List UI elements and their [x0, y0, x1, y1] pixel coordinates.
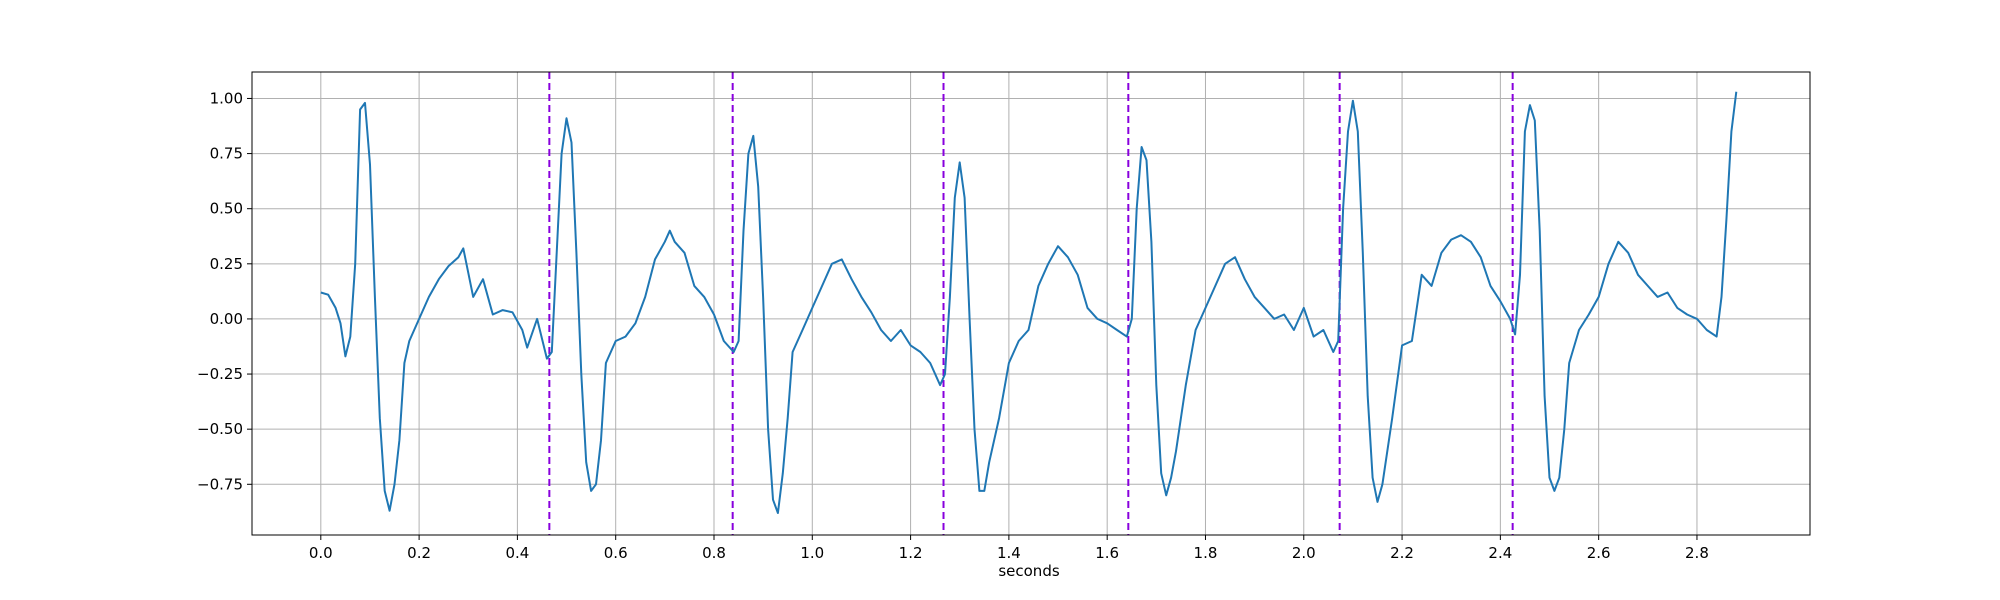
x-tick-label: 2.2 — [1390, 544, 1414, 562]
x-tick-label: 1.2 — [899, 544, 923, 562]
x-tick-label: 2.8 — [1685, 544, 1709, 562]
x-tick-label: 1.6 — [1095, 544, 1119, 562]
y-tick-label: 0.75 — [210, 145, 243, 163]
x-tick-label: 1.4 — [997, 544, 1021, 562]
y-tick-label: 0.50 — [210, 200, 243, 218]
x-axis-label: seconds — [998, 562, 1059, 580]
x-tick-label: 0.8 — [702, 544, 726, 562]
x-tick-label: 0.2 — [407, 544, 431, 562]
y-tick-label: −0.25 — [197, 365, 243, 383]
y-tick-label: 1.00 — [210, 89, 243, 107]
y-tick-label: −0.75 — [197, 475, 243, 493]
y-tick-label: 0.00 — [210, 310, 243, 328]
signal-line — [320, 91, 1738, 514]
plot-frame — [251, 71, 1811, 536]
x-tick-label: 2.4 — [1488, 544, 1512, 562]
x-tick-label: 0.6 — [604, 544, 628, 562]
x-tick-label: 1.0 — [800, 544, 824, 562]
marker-lines — [548, 72, 1514, 535]
y-axis-ticks: −0.75 −0.50 −0.25 0.00 0.25 0.50 0.75 1.00 — [197, 89, 252, 493]
series — [320, 91, 1738, 514]
y-tick-label: 0.25 — [210, 255, 243, 273]
x-tick-label: 2.6 — [1587, 544, 1611, 562]
x-tick-label: 0.0 — [309, 544, 333, 562]
x-axis-ticks: 0.0 0.2 0.4 0.6 0.8 1.0 1.2 1.4 1.6 1.8 2.0 2.2 2.4 2… — [309, 535, 1709, 562]
x-tick-label: 0.4 — [505, 544, 529, 562]
x-tick-label: 1.8 — [1194, 544, 1218, 562]
x-tick-label: 2.0 — [1292, 544, 1316, 562]
y-tick-label: −0.50 — [197, 420, 243, 438]
grid — [252, 72, 1810, 535]
